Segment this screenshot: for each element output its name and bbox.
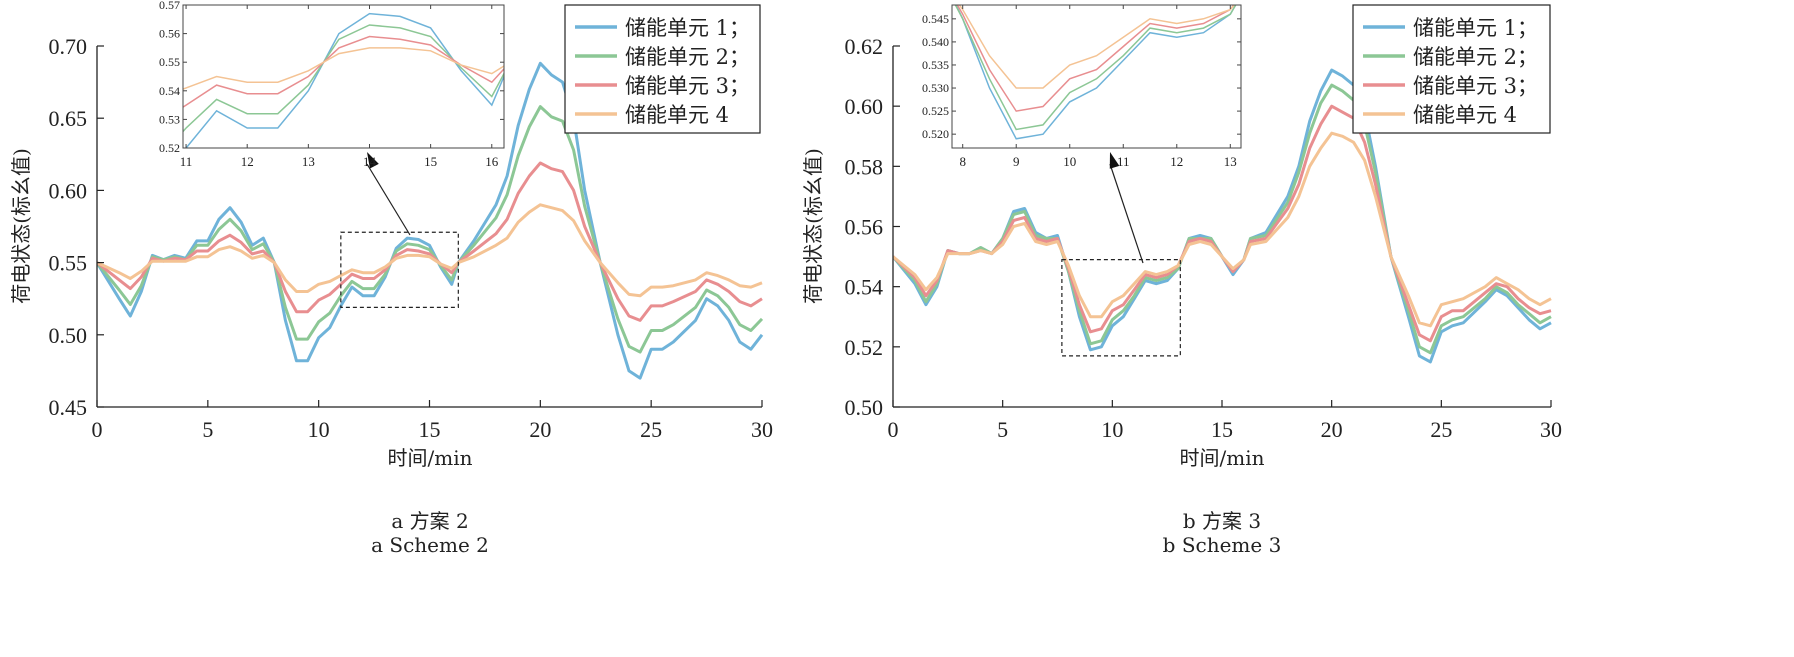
y-tick-label: 0.50 (49, 323, 88, 348)
y-tick-label: 0.65 (49, 106, 88, 131)
x-tick-label: 20 (529, 417, 551, 442)
arrow-head-icon (367, 152, 379, 169)
x-tick-label: 30 (751, 417, 773, 442)
caption-en: a Scheme 2 (371, 533, 489, 557)
inset-chart: 11 12 13 14 15 16 0.52 0.53 0.54 0.55 0.56 0.57 (159, 0, 505, 169)
y-tick-label: 0.45 (49, 395, 88, 420)
y-tick-label: 0.50 (845, 395, 884, 420)
inset-y-tick-label: 0.53 (159, 112, 180, 126)
chart-1: 0 5 10 15 20 25 30 0.45 0.50 0.55 0.60 0.65 0.70 时间/m… (9, 0, 773, 557)
series-line-unit-2 (893, 83, 1552, 355)
y-tick-label: 0.60 (49, 178, 88, 203)
y-tick-label: 0.55 (49, 251, 88, 276)
legend-label-unit-4: 储能单元 4 (1413, 103, 1517, 127)
y-axis-label: 荷电状态(标幺值) (9, 148, 33, 304)
inset-x-tick-label: 16 (485, 154, 499, 169)
y-tick-label: 0.52 (845, 335, 884, 360)
inset-x-tick-label: 13 (302, 154, 315, 169)
series-group (893, 68, 1552, 364)
legend-label-unit-3: 储能单元 3； (1413, 74, 1538, 98)
inset-series-group (183, 12, 504, 148)
inset-y-tick-label: 0.520 (922, 127, 949, 141)
series-group (97, 61, 764, 380)
legend: 储能单元 1； 储能单元 2； 储能单元 3； 储能单元 4 (564, 4, 761, 134)
x-tick-label: 25 (640, 417, 662, 442)
x-axis-label: 时间/min (388, 446, 473, 470)
x-tick-label: 5 (202, 417, 213, 442)
series-line-unit-3 (893, 104, 1552, 343)
x-tick-label: 10 (308, 417, 330, 442)
legend-label-unit-2: 储能单元 2； (625, 45, 750, 69)
x-tick-label: 25 (1430, 417, 1452, 442)
series-line-unit-4 (893, 131, 1552, 328)
inset-y-tick-label: 0.535 (922, 58, 949, 72)
chart-2: 0 5 10 15 20 25 30 0.50 0.52 0.54 0.56 0.58 0.60 0.62… (801, 4, 1562, 557)
inset-series-line-unit-3 (183, 35, 504, 109)
inset-x-tick-label: 11 (1117, 154, 1130, 169)
inset-x-tick-label: 14 (363, 154, 377, 169)
y-tick-label: 0.70 (49, 34, 88, 59)
y-tick-label: 0.58 (845, 154, 884, 179)
x-tick-label: 0 (888, 417, 899, 442)
series-line-unit-1 (97, 61, 764, 380)
legend-label-unit-1: 储能单元 1； (625, 16, 750, 40)
y-tick-label: 0.62 (845, 34, 884, 59)
series-line-unit-4 (97, 203, 763, 298)
inset-y-tick-label: 0.56 (159, 27, 180, 41)
x-axis-label: 时间/min (1180, 446, 1265, 470)
caption-cn: a 方案 2 (391, 509, 468, 533)
inset-x-tick-label: 10 (1063, 154, 1076, 169)
inset-x-tick-label: 11 (180, 154, 193, 169)
inset-background (183, 5, 504, 148)
zoom-region-box (1061, 258, 1181, 357)
inset-x-tick-label: 12 (241, 154, 254, 169)
x-tick-label: 20 (1321, 417, 1343, 442)
legend: 储能单元 1； 储能单元 2； 储能单元 3； 储能单元 4 (1352, 4, 1551, 134)
x-tick-label: 0 (92, 417, 103, 442)
legend-label-unit-4: 储能单元 4 (625, 103, 729, 127)
inset-y-tick-label: 0.540 (922, 35, 949, 49)
legend-label-unit-3: 储能单元 3； (625, 74, 750, 98)
x-tick-label: 5 (997, 417, 1008, 442)
inset-y-tick-label: 0.545 (922, 12, 949, 26)
y-axis-label: 荷电状态(标幺值) (801, 148, 825, 304)
inset-background (952, 5, 1241, 148)
inset-series-line-unit-4 (183, 47, 504, 90)
inset-y-tick-label: 0.530 (922, 81, 949, 95)
inset-y-tick-label: 0.55 (159, 55, 180, 69)
inset-y-tick-label: 0.52 (159, 141, 180, 155)
inset-y-tick-label: 0.54 (159, 84, 180, 98)
inset-y-tick-label: 0.525 (922, 104, 949, 118)
arrow-head-icon (1109, 152, 1120, 169)
inset-x-tick-label: 12 (1170, 154, 1183, 169)
y-tick-label: 0.60 (845, 94, 884, 119)
y-tick-label: 0.54 (845, 275, 884, 300)
inset-chart: 8 9 10 11 12 13 0.520 0.525 0.530 0.535 0.540 0.545 (922, 4, 1242, 169)
series-line-unit-3 (97, 161, 763, 322)
arrow-line (366, 163, 411, 236)
inset-series-line-unit-1 (185, 12, 504, 148)
caption-en: b Scheme 3 (1163, 533, 1282, 557)
x-tick-label: 30 (1540, 417, 1562, 442)
inset-x-tick-label: 9 (1013, 154, 1020, 169)
legend-label-unit-1: 储能单元 1； (1413, 16, 1538, 40)
x-tick-label: 10 (1101, 417, 1123, 442)
legend-label-unit-2: 储能单元 2； (1413, 45, 1538, 69)
inset-x-tick-label: 13 (1224, 154, 1237, 169)
inset-series-line-unit-2 (183, 24, 504, 133)
series-line-unit-2 (97, 105, 764, 354)
caption-cn: b 方案 3 (1183, 509, 1261, 533)
inset-y-tick-label: 0.57 (159, 0, 180, 12)
arrow-line (1109, 163, 1144, 264)
x-tick-label: 15 (419, 417, 441, 442)
inset-x-tick-label: 8 (959, 154, 966, 169)
inset-x-tick-label: 15 (424, 154, 437, 169)
zoom-region-box (340, 231, 459, 308)
inset-frame (951, 4, 1242, 149)
inset-frame (182, 4, 505, 149)
x-tick-label: 15 (1211, 417, 1233, 442)
y-tick-label: 0.56 (845, 215, 884, 240)
